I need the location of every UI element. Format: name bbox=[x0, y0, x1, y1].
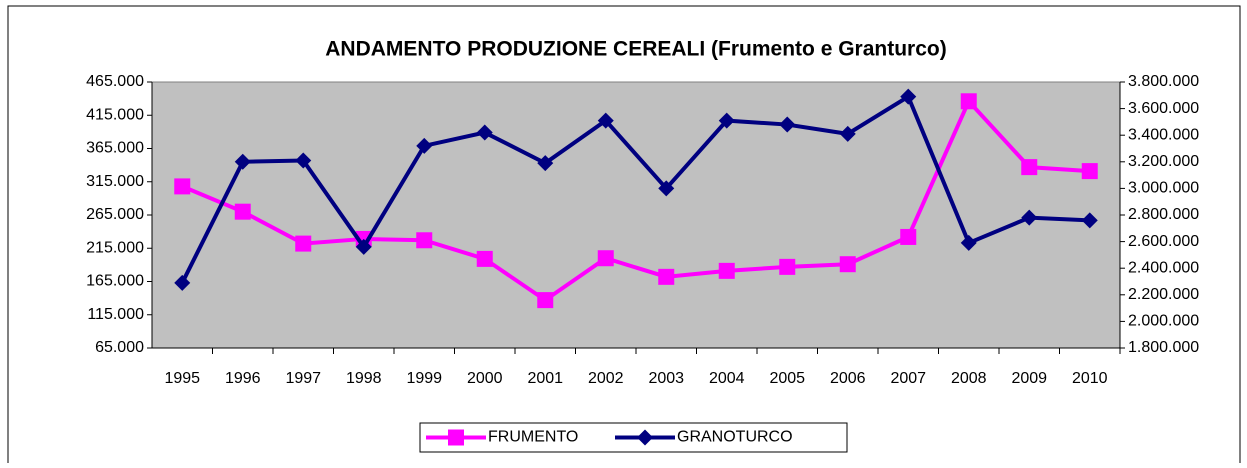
marker bbox=[779, 116, 796, 133]
marker bbox=[839, 256, 856, 273]
x-tick-label: 2008 bbox=[951, 370, 987, 387]
y-tick-label: 165.000 bbox=[86, 273, 144, 290]
marker bbox=[234, 203, 251, 220]
y2-tick-label: 2.000.000 bbox=[1128, 313, 1199, 330]
marker bbox=[900, 228, 917, 245]
x-tick-label: 2009 bbox=[1011, 370, 1047, 387]
y-tick-label: 265.000 bbox=[86, 206, 144, 223]
y-tick-label: 315.000 bbox=[86, 173, 144, 190]
marker bbox=[637, 429, 653, 446]
plot-area bbox=[151, 81, 1121, 349]
marker bbox=[174, 274, 191, 291]
chart-title: ANDAMENTO PRODUZIONE CEREALI (Frumento e… bbox=[325, 38, 946, 61]
marker bbox=[537, 155, 554, 172]
marker bbox=[448, 429, 464, 446]
marker bbox=[718, 262, 735, 279]
x-tick-label: 1997 bbox=[285, 370, 321, 387]
legend-label: FRUMENTO bbox=[488, 429, 578, 446]
y-tick-label: 465.000 bbox=[86, 73, 144, 90]
marker bbox=[234, 153, 251, 170]
y2-tick-label: 3.400.000 bbox=[1128, 126, 1199, 143]
marker bbox=[355, 238, 372, 255]
y-tick-label: 415.000 bbox=[86, 106, 144, 123]
marker bbox=[779, 258, 796, 275]
legend-label: GRANOTURCO bbox=[677, 429, 793, 446]
x-tick-label: 2000 bbox=[467, 370, 503, 387]
marker bbox=[597, 112, 614, 129]
y-tick-label: 215.000 bbox=[86, 239, 144, 256]
y2-tick-label: 2.800.000 bbox=[1128, 206, 1199, 223]
x-tick-label: 2007 bbox=[890, 370, 926, 387]
marker bbox=[658, 268, 675, 285]
marker bbox=[960, 234, 977, 251]
marker bbox=[174, 178, 191, 195]
x-tick-label: 1998 bbox=[346, 370, 382, 387]
x-tick-label: 2003 bbox=[648, 370, 684, 387]
x-tick-label: 1995 bbox=[164, 370, 200, 387]
marker bbox=[597, 250, 614, 267]
x-tick-label: 2005 bbox=[769, 370, 805, 387]
y-tick-label: 65.000 bbox=[95, 339, 144, 356]
marker bbox=[1021, 159, 1038, 176]
marker bbox=[1081, 212, 1098, 229]
y2-tick-label: 3.800.000 bbox=[1128, 73, 1199, 90]
marker bbox=[476, 124, 493, 141]
marker bbox=[718, 112, 735, 129]
x-tick-label: 2002 bbox=[588, 370, 624, 387]
marker bbox=[295, 235, 312, 252]
y-tick-label: 115.000 bbox=[87, 306, 144, 323]
x-tick-label: 2001 bbox=[527, 370, 563, 387]
x-tick-label: 1996 bbox=[225, 370, 261, 387]
series-line bbox=[180, 93, 1090, 284]
marker bbox=[295, 152, 312, 169]
marker bbox=[476, 250, 493, 267]
y2-tick-label: 3.200.000 bbox=[1128, 153, 1199, 170]
x-tick-label: 2006 bbox=[830, 370, 866, 387]
marker bbox=[960, 93, 977, 110]
marker bbox=[537, 292, 554, 309]
y-tick-label: 365.000 bbox=[86, 140, 144, 157]
x-tick-label: 1999 bbox=[406, 370, 442, 387]
y2-tick-label: 1.800.000 bbox=[1128, 339, 1199, 356]
marker bbox=[1021, 209, 1038, 226]
marker bbox=[658, 180, 675, 197]
y2-tick-label: 2.400.000 bbox=[1128, 259, 1199, 276]
y2-tick-label: 3.000.000 bbox=[1128, 180, 1199, 197]
y2-tick-label: 2.200.000 bbox=[1128, 286, 1199, 303]
x-tick-label: 2004 bbox=[709, 370, 745, 387]
marker bbox=[416, 232, 433, 249]
x-tick-label: 2010 bbox=[1072, 370, 1108, 387]
y2-tick-label: 3.600.000 bbox=[1128, 100, 1199, 117]
marker bbox=[416, 137, 433, 154]
marker bbox=[839, 125, 856, 142]
y2-tick-label: 2.600.000 bbox=[1128, 233, 1199, 250]
marker bbox=[1081, 163, 1098, 180]
marker bbox=[900, 88, 917, 105]
